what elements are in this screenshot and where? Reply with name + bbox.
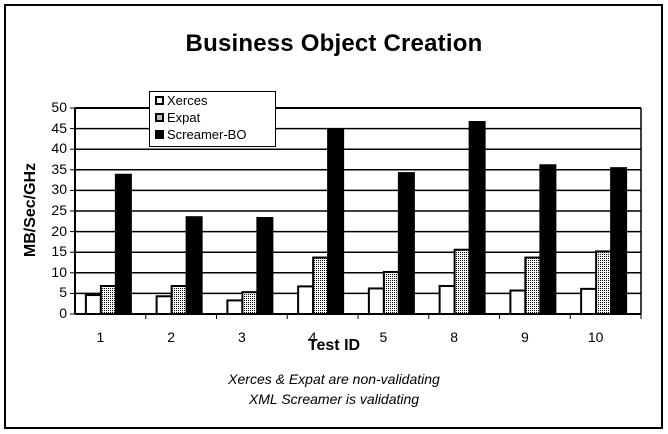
bar-xerces [155, 295, 173, 315]
bar-expat [453, 248, 471, 315]
note-line-2: XML Screamer is validating [248, 391, 420, 407]
x-tick-label: 4 [308, 329, 317, 345]
white-swatch-icon [155, 96, 164, 105]
bar-xerces [297, 285, 315, 315]
y-tick-label: 0 [59, 305, 67, 321]
legend-label: Xerces [167, 93, 208, 108]
legend-item-screamer: Screamer-BO [150, 126, 275, 143]
bar-expat [382, 270, 400, 316]
bar-expat [595, 250, 613, 316]
bar-screamer-bo [610, 167, 628, 315]
x-tick-label: 5 [379, 329, 388, 345]
bar-screamer-bo [114, 173, 132, 315]
chart-title: Business Object Creation [185, 30, 483, 57]
bar-xerces [509, 289, 527, 315]
bar-expat [170, 284, 188, 316]
legend-item-expat: Expat [150, 109, 275, 126]
bar-xerces [367, 287, 385, 315]
x-axis-label: Test ID [307, 337, 361, 354]
x-tick-label: 3 [237, 329, 246, 345]
bar-xerces [438, 284, 456, 316]
bar-screamer-bo [468, 121, 486, 316]
legend-label: Screamer-BO [167, 127, 247, 142]
x-tick-label: 10 [587, 329, 604, 345]
bar-screamer-bo [256, 217, 274, 315]
y-tick-label: 40 [51, 140, 67, 157]
y-tick-label: 10 [51, 263, 67, 280]
y-tick-label: 25 [51, 202, 67, 218]
bar-expat [241, 291, 259, 316]
y-tick-label: 30 [51, 181, 67, 198]
y-tick-label: 15 [51, 243, 67, 260]
chart-frame [4, 4, 663, 429]
y-tick-label: 35 [51, 160, 67, 177]
bar-screamer-bo [397, 172, 415, 315]
bar-xerces [226, 299, 244, 315]
bar-expat [524, 256, 542, 315]
legend-label: Expat [167, 110, 201, 125]
y-tick-label: 50 [51, 99, 67, 115]
note-line-1: Xerces & Expat are non-validating [228, 371, 440, 387]
y-tick-label: 20 [51, 222, 67, 239]
bar-expat [312, 256, 330, 315]
bar-xerces [84, 294, 102, 316]
bar-screamer-bo [327, 128, 345, 315]
bar-screamer-bo [539, 164, 557, 315]
bars [84, 121, 628, 316]
y-tick-label: 5 [59, 284, 67, 301]
bar-xerces [580, 287, 598, 316]
x-tick-label: 9 [520, 329, 529, 345]
bar-screamer-bo [185, 216, 203, 315]
black-swatch-icon [155, 130, 164, 139]
y-tick-label: 45 [51, 119, 67, 136]
dotted-swatch-icon [155, 113, 164, 122]
legend: Xerces Expat Screamer-BO [149, 91, 276, 147]
legend-item-xerces: Xerces [150, 92, 275, 109]
x-tick-label: 8 [450, 329, 459, 345]
bar-expat [99, 284, 117, 316]
x-tick-label: 2 [167, 329, 176, 345]
x-tick-label: 1 [96, 329, 105, 345]
